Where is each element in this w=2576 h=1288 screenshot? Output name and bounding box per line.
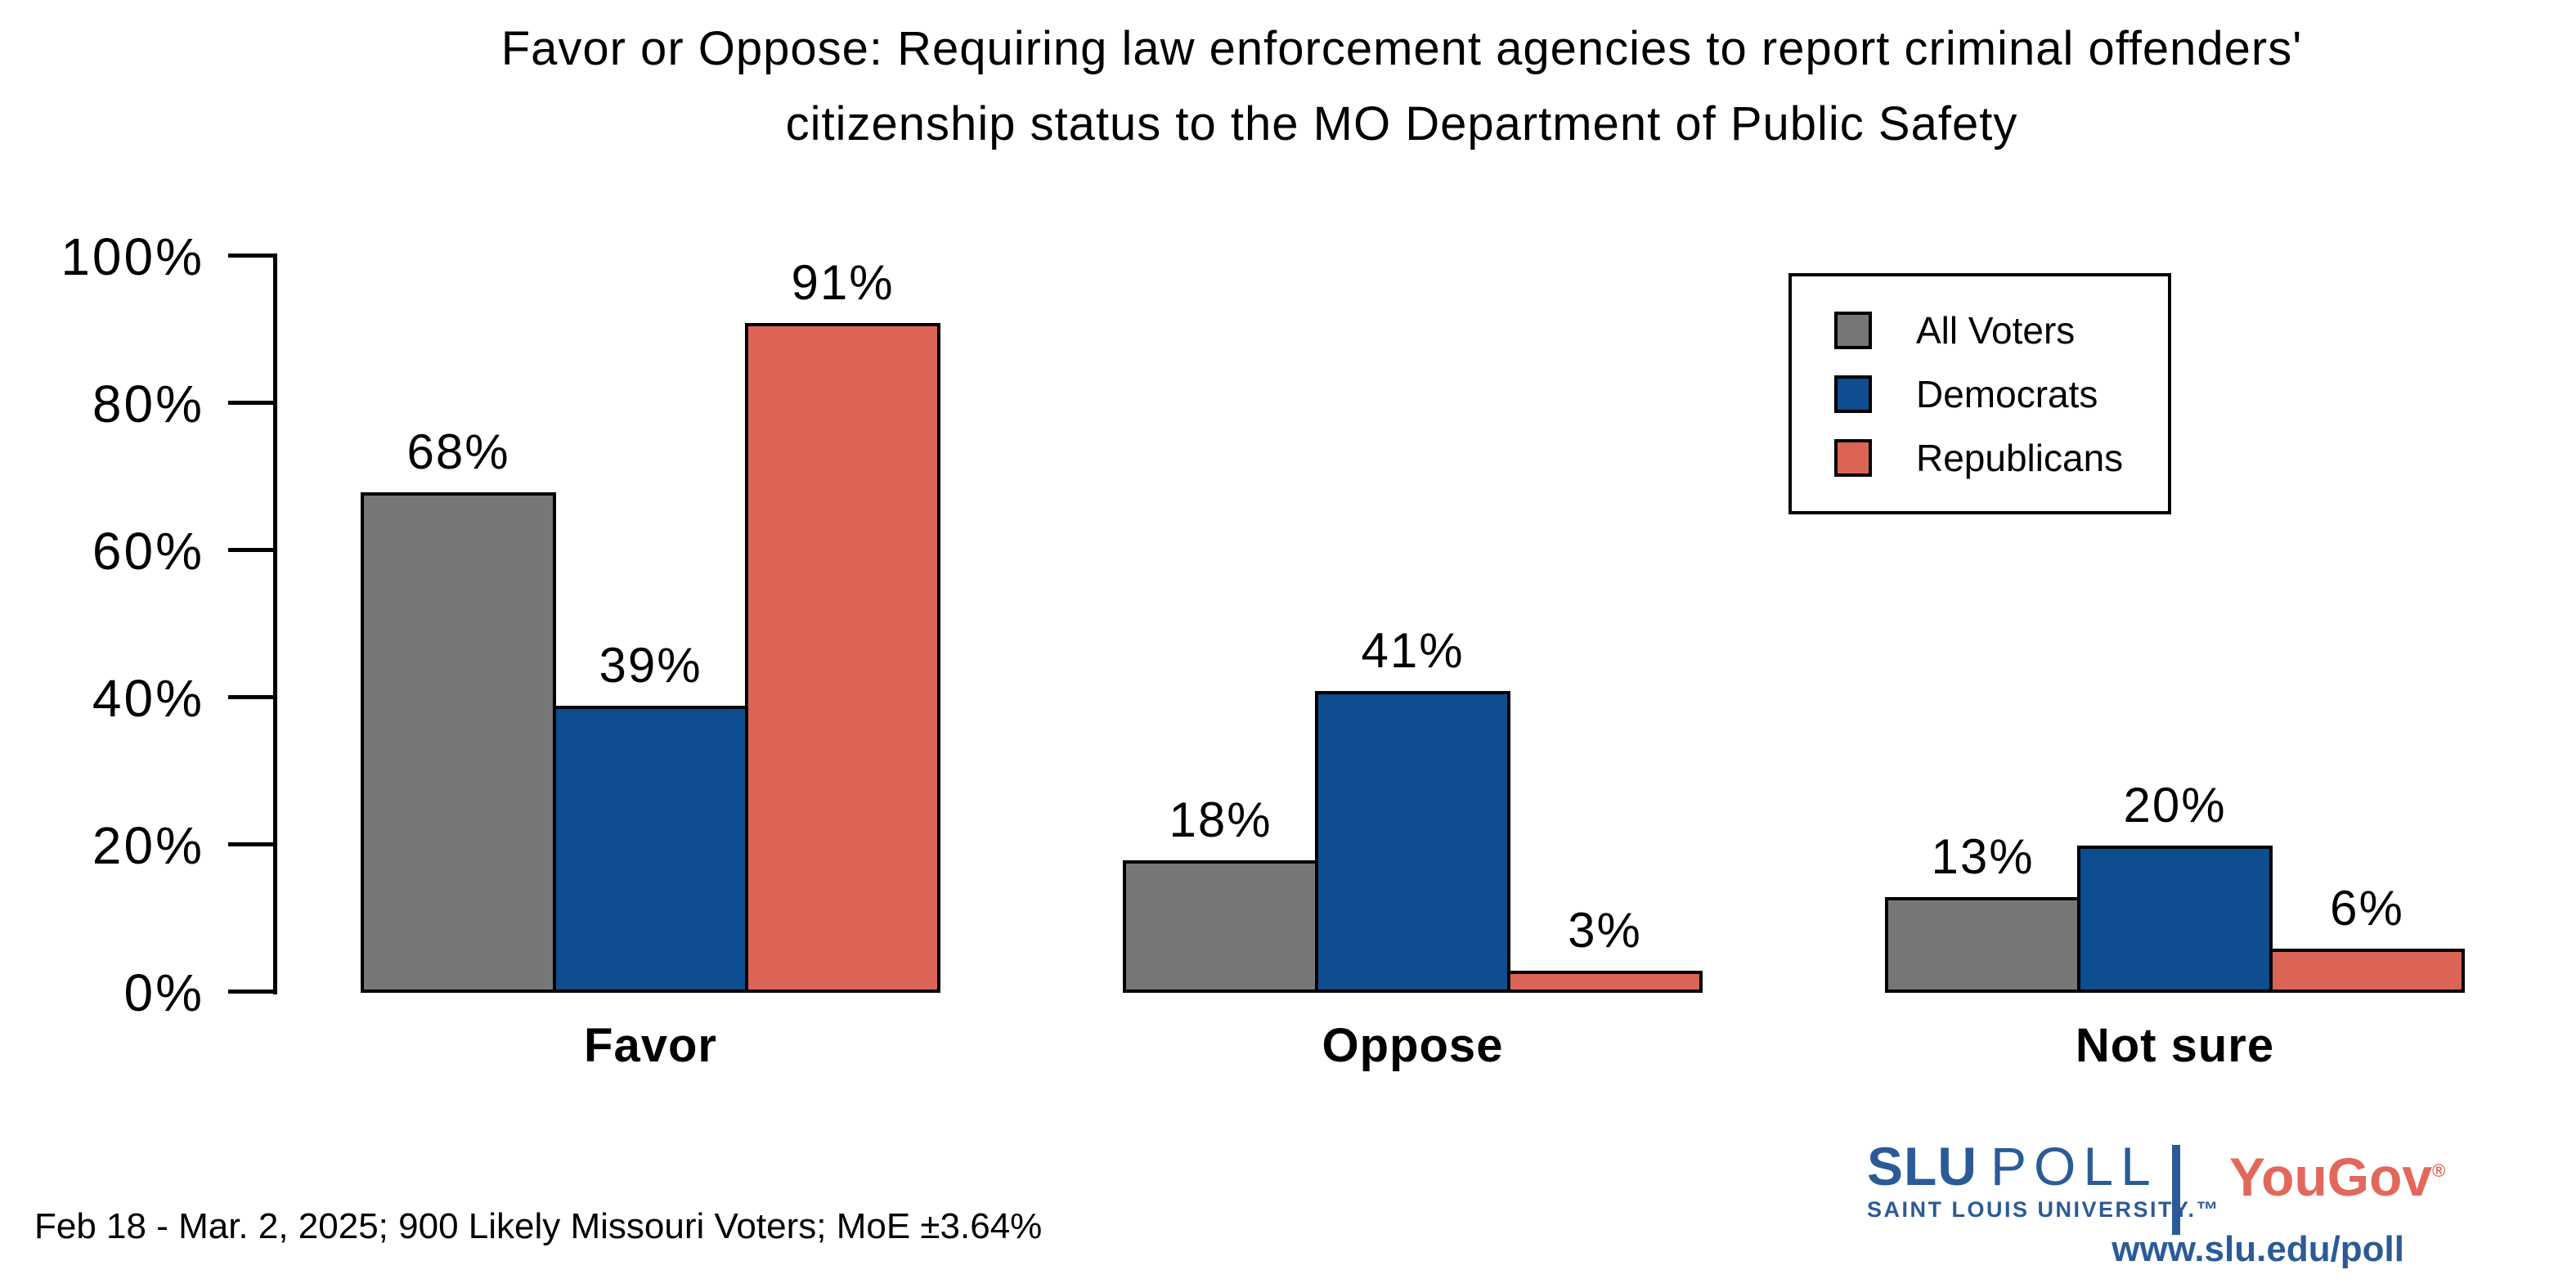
- slu-poll-wordmark: SLU POLL: [1867, 1138, 2220, 1194]
- value-label-republicans-not-sure: 6%: [2330, 881, 2404, 936]
- y-axis-tick-20%: [228, 842, 274, 846]
- legend-label-republicans: Republicans: [1916, 436, 2124, 479]
- registered-trademark-icon: ®: [2432, 1160, 2446, 1181]
- y-axis-tick-40%: [228, 695, 274, 699]
- slu-wordmark-text: SLU: [1867, 1136, 1977, 1196]
- legend-row-all-voters: All Voters: [1834, 311, 2168, 350]
- legend-swatch-all-voters: [1834, 311, 1872, 349]
- category-label-favor: Favor: [584, 1019, 717, 1072]
- y-axis-tick-80%: [228, 401, 274, 405]
- value-label-all-voters-favor: 68%: [406, 424, 510, 479]
- y-axis-tick-label-60%: 60%: [92, 522, 204, 581]
- category-label-not-sure: Not sure: [2075, 1019, 2275, 1072]
- bar-all-voters-oppose: [1123, 860, 1318, 993]
- y-axis-tick-label-100%: 100%: [61, 227, 204, 286]
- y-axis-tick-label-40%: 40%: [92, 669, 204, 728]
- y-axis-tick-0%: [228, 990, 274, 994]
- slu-poll-logo: SLU POLL SAINT LOUIS UNIVERSITY.™: [1867, 1138, 2220, 1222]
- yougov-wordmark-text: YouGov: [2229, 1147, 2433, 1207]
- legend-label-democrats: Democrats: [1916, 372, 2098, 415]
- chart-title-line1: Favor or Oppose: Requiring law enforceme…: [500, 22, 2303, 75]
- chart-title: Favor or Oppose: Requiring law enforceme…: [227, 11, 2576, 162]
- bar-democrats-favor: [553, 706, 748, 993]
- y-axis-line: [273, 254, 277, 994]
- legend-row-republicans: Republicans: [1834, 438, 2168, 478]
- bar-all-voters-favor: [361, 492, 556, 993]
- website-link: www.slu.edu/poll: [2112, 1229, 2404, 1269]
- brand-divider-bar: [2172, 1145, 2180, 1235]
- bar-republicans-oppose: [1507, 971, 1703, 993]
- legend-row-democrats: Democrats: [1834, 375, 2168, 414]
- value-label-democrats-favor: 39%: [599, 638, 702, 693]
- value-label-republicans-oppose: 3%: [1568, 903, 1642, 958]
- footnote: Feb 18 - Mar. 2, 2025; 900 Likely Missou…: [34, 1206, 1043, 1246]
- value-label-democrats-not-sure: 20%: [2123, 778, 2227, 832]
- legend: All Voters Democrats Republicans: [1788, 273, 2171, 514]
- bar-republicans-favor: [745, 323, 940, 993]
- value-label-all-voters-oppose: 18%: [1169, 792, 1272, 847]
- value-label-republicans-favor: 91%: [791, 255, 895, 310]
- category-label-oppose: Oppose: [1322, 1019, 1504, 1072]
- y-axis-tick-label-0%: 0%: [123, 963, 204, 1022]
- legend-swatch-republicans: [1834, 438, 1872, 477]
- legend-swatch-democrats: [1834, 375, 1872, 413]
- chart-title-line2: citizenship status to the MO Department …: [785, 97, 2018, 150]
- value-label-all-voters-not-sure: 13%: [1931, 829, 2035, 884]
- value-label-democrats-oppose: 41%: [1361, 623, 1465, 678]
- bar-democrats-not-sure: [2077, 846, 2273, 993]
- y-axis-tick-60%: [228, 548, 274, 552]
- yougov-logo: YouGov®: [2229, 1143, 2445, 1205]
- bar-republicans-not-sure: [2269, 949, 2465, 993]
- slu-subtitle: SAINT LOUIS UNIVERSITY.™: [1867, 1197, 2221, 1222]
- poll-wordmark-text: POLL: [1990, 1136, 2158, 1196]
- y-axis-tick-label-20%: 20%: [92, 816, 204, 875]
- bar-democrats-oppose: [1315, 691, 1510, 993]
- legend-label-all-voters: All Voters: [1916, 308, 2076, 352]
- y-axis-tick-label-80%: 80%: [92, 375, 204, 433]
- y-axis-tick-100%: [228, 254, 274, 258]
- bar-all-voters-not-sure: [1885, 897, 2080, 993]
